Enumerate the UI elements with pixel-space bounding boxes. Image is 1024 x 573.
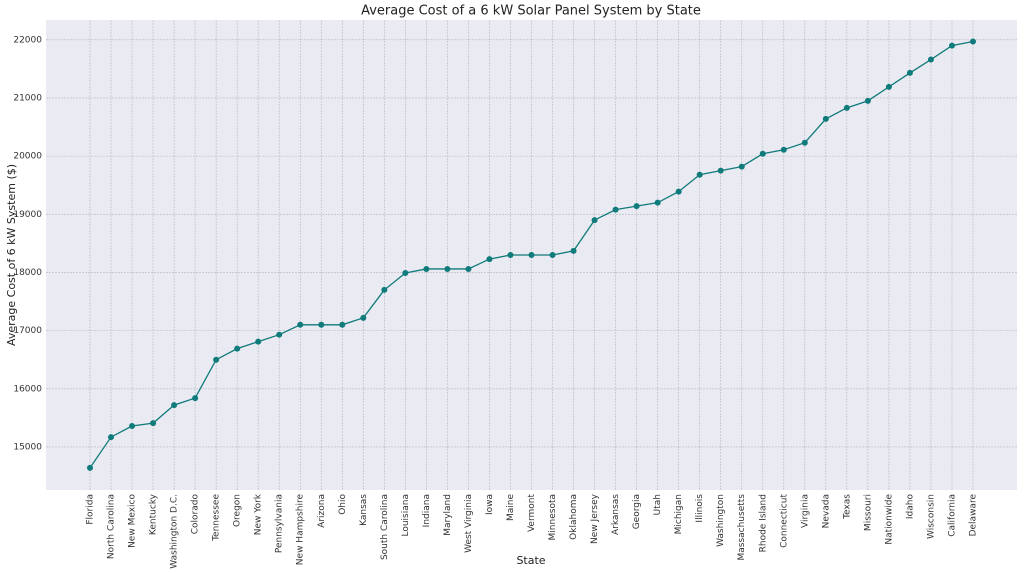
- data-point: [171, 402, 178, 409]
- data-point: [360, 314, 367, 321]
- x-tick-label: Arkansas: [611, 494, 621, 535]
- x-tick-label: Texas: [842, 494, 852, 520]
- x-tick-label: New Hampshire: [296, 494, 306, 566]
- x-tick-label: Missouri: [863, 494, 873, 531]
- x-tick-label: Nationwide: [884, 494, 894, 545]
- y-tick-label: 19000: [13, 210, 42, 220]
- y-axis-label: Average Cost of 6 kW System ($): [5, 164, 18, 346]
- data-point: [612, 206, 619, 213]
- x-tick-label: Minnesota: [548, 494, 558, 540]
- data-point: [696, 171, 703, 178]
- x-tick-label: Louisiana: [401, 494, 411, 537]
- y-tick-label: 17000: [13, 326, 42, 336]
- x-tick-label: Delaware: [969, 494, 979, 537]
- y-tick-label: 18000: [13, 268, 42, 278]
- data-point: [528, 252, 535, 258]
- data-point: [108, 434, 115, 441]
- x-tick-label: Georgia: [632, 494, 642, 529]
- x-tick-label: Nevada: [821, 494, 831, 528]
- x-tick-label: California: [947, 494, 957, 537]
- x-tick-label: Wisconsin: [926, 494, 936, 539]
- data-point: [465, 265, 472, 272]
- data-point: [822, 115, 829, 122]
- data-point: [507, 252, 514, 258]
- x-tick-label: Ohio: [338, 494, 348, 515]
- data-point: [255, 338, 262, 345]
- data-point: [738, 163, 745, 170]
- x-tick-label: Arizona: [317, 494, 327, 528]
- data-point: [864, 97, 871, 104]
- x-tick-label: New York: [254, 493, 264, 535]
- x-tick-label: Tennessee: [212, 494, 222, 542]
- data-point: [402, 270, 409, 277]
- data-point: [927, 56, 934, 63]
- x-axis-label: State: [516, 554, 545, 567]
- data-point: [87, 464, 93, 471]
- data-point: [654, 199, 661, 206]
- x-tick-label: South Carolina: [380, 494, 390, 560]
- x-tick-label: Michigan: [674, 494, 684, 534]
- x-tick-label: Washington D.C.: [170, 494, 180, 569]
- y-tick-label: 22000: [13, 35, 42, 45]
- y-tick-label: 15000: [13, 442, 42, 452]
- x-tick-label: Maine: [506, 494, 516, 521]
- x-tick-label: Maryland: [443, 494, 453, 536]
- data-point: [570, 247, 577, 254]
- x-tick-label: Washington: [716, 494, 726, 547]
- x-tick-label: Oklahoma: [569, 494, 579, 540]
- x-tick-label: West Virginia: [464, 494, 474, 553]
- y-tick-label: 21000: [13, 93, 42, 103]
- data-point: [339, 321, 346, 328]
- x-tick-label: Virginia: [800, 494, 810, 528]
- x-tick-label: New Jersey: [590, 493, 600, 544]
- x-tick-label: Rhode Island: [758, 494, 768, 552]
- data-point: [780, 146, 787, 153]
- data-point: [843, 104, 850, 111]
- data-point: [759, 150, 766, 157]
- chart-title: Average Cost of a 6 kW Solar Panel Syste…: [361, 4, 701, 19]
- data-point: [381, 286, 388, 293]
- x-tick-label: Oregon: [233, 494, 243, 527]
- data-point: [633, 203, 640, 210]
- data-point: [318, 321, 325, 328]
- y-tick-label: 16000: [13, 384, 42, 394]
- data-point: [591, 217, 598, 224]
- data-point: [948, 42, 955, 49]
- x-tick-label: Pennsylvania: [275, 494, 285, 553]
- data-point: [297, 321, 304, 328]
- x-tick-label: Indiana: [422, 494, 432, 527]
- x-tick-label: Colorado: [191, 494, 201, 535]
- data-point: [192, 395, 199, 402]
- x-tick-label: Florida: [86, 494, 96, 525]
- data-point: [129, 423, 136, 430]
- data-point: [717, 167, 724, 174]
- x-tick-label: Vermont: [527, 494, 537, 533]
- x-tick-label: North Carolina: [107, 494, 117, 559]
- x-tick-label: Iowa: [485, 494, 495, 515]
- x-tick-label: Kansas: [359, 494, 369, 526]
- y-tick-label: 20000: [13, 152, 42, 162]
- data-point: [801, 139, 808, 146]
- x-tick-label: Kentucky: [149, 493, 159, 535]
- data-point: [150, 420, 157, 427]
- data-point: [885, 83, 892, 90]
- data-point: [276, 331, 283, 338]
- data-point: [486, 256, 493, 263]
- data-point: [970, 38, 976, 45]
- x-tick-label: Idaho: [905, 494, 915, 520]
- x-tick-label: Massachusetts: [737, 494, 747, 561]
- x-tick-label: Illinois: [695, 494, 705, 523]
- data-point: [423, 265, 430, 272]
- data-point: [906, 69, 913, 76]
- x-tick-label: Connecticut: [779, 494, 789, 548]
- x-tick-label: Utah: [653, 494, 663, 515]
- data-point: [234, 345, 241, 352]
- data-point: [549, 252, 556, 258]
- data-point: [444, 265, 451, 272]
- data-point: [675, 188, 682, 195]
- x-tick-label: New Mexico: [128, 494, 138, 548]
- data-point: [213, 356, 220, 363]
